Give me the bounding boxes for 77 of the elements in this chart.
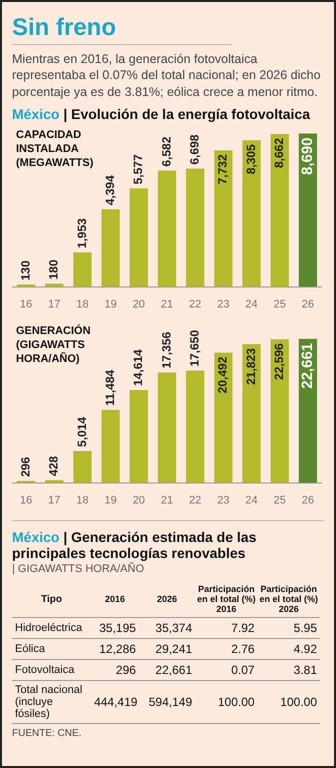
data-label: 12,286 <box>91 638 139 660</box>
data-label: 2.76 <box>195 638 258 660</box>
data-label: 428 <box>46 456 61 476</box>
data-label: 6,582 <box>159 136 174 167</box>
data-label: 5,014 <box>74 416 89 447</box>
chart-title: México | Generación estimada de las principales tecnologías renovables <box>12 528 256 561</box>
text: México | Evolución de la energía fotovoltaica <box>12 106 310 122</box>
x-tick-label: 18 <box>76 494 89 506</box>
data-label: 296 <box>18 456 32 477</box>
data-label: 100.00 <box>195 680 258 724</box>
x-tick-label: 16 <box>20 298 32 310</box>
x-tick-label: 17 <box>48 494 60 506</box>
data-label: 100.00 <box>258 680 320 724</box>
data-label: 7.92 <box>195 618 258 639</box>
data-label: 5.95 <box>258 618 320 639</box>
x-tick-label: 26 <box>302 494 314 506</box>
x-tick-label: 20 <box>132 298 145 310</box>
x-tick-label: 18 <box>76 298 89 310</box>
data-label: 22,661 <box>299 342 316 389</box>
data-label: 130 <box>18 260 32 280</box>
x-tick-label: 22 <box>189 494 202 506</box>
x-tick-label: 23 <box>217 298 230 310</box>
data-label: 17,650 <box>187 330 202 367</box>
data-label: 5,577 <box>131 154 146 184</box>
data-label: 17,356 <box>159 331 174 368</box>
source-note: FUENTE: CNE. <box>12 728 82 740</box>
x-tick-label: 25 <box>274 298 286 310</box>
x-tick-label: 2016 <box>91 581 139 618</box>
y-tick-label: Eólica <box>12 638 92 660</box>
data-label: 594,149 <box>138 680 196 724</box>
data-label: 4,394 <box>102 174 117 206</box>
x-tick-label: 21 <box>160 298 174 310</box>
x-tick-label: 24 <box>245 494 258 506</box>
data-label: 444,419 <box>91 680 139 724</box>
x-tick-label: 19 <box>104 494 117 506</box>
data-label: 7,732 <box>216 154 230 184</box>
y-tick-label: Hidroeléctrica <box>12 618 92 639</box>
data-label: 8,305 <box>244 144 258 174</box>
data-label: 35,374 <box>138 618 196 639</box>
data-label: 3.81 <box>258 660 320 681</box>
chart-subtitle: Mientras en 2016, la generación fotovoltaica representaba el 0.07% del total nacional; en 2026 dicho porcentaje ya es de 3.81%; eólica crece a menor ritmo. <box>12 51 322 100</box>
x-tick-label: 17 <box>48 298 60 310</box>
data-label: 11,484 <box>102 369 117 406</box>
x-tick-label: 23 <box>217 494 230 506</box>
data-label: 22,661 <box>138 660 196 681</box>
data-label: 0.07 <box>195 660 258 681</box>
data-label: 22,596 <box>272 342 286 380</box>
data-label: 8,690 <box>299 137 316 175</box>
x-tick-label: 16 <box>20 494 32 506</box>
y-tick-label: Fotovoltaica <box>12 660 92 681</box>
chart-subtitle: | GIGAWATTS HORA/AÑO <box>12 563 146 576</box>
x-tick-label: 25 <box>274 494 286 506</box>
x-tick-label: 19 <box>104 298 117 310</box>
y-axis-title: GENERACIÓN (GIGAWATTS HORA/AÑO) <box>16 324 91 366</box>
x-tick-label: 22 <box>189 298 202 310</box>
data-label: 14,614 <box>131 348 146 386</box>
x-tick-label: 2026 <box>138 581 196 618</box>
x-tick-label: Participación en el total (%) 2016 <box>195 581 258 618</box>
x-tick-label: 21 <box>160 494 174 506</box>
data-label: 6,698 <box>187 134 202 164</box>
x-tick-label: 26 <box>302 298 314 310</box>
x-tick-label: 24 <box>245 298 258 310</box>
data-label: 35,195 <box>91 618 139 639</box>
x-tick-label: 20 <box>132 494 145 506</box>
y-tick-label: Total nacional (incluye fósiles) <box>12 680 92 724</box>
chart-title: Sin freno <box>12 14 232 45</box>
x-tick-label: Participación en el total (%) 2026 <box>258 581 320 618</box>
y-axis-title: Tipo <box>12 581 92 618</box>
data-label: 296 <box>91 660 139 681</box>
data-label: 4.92 <box>258 638 320 660</box>
y-axis-title: CAPACIDAD INSTALADA (MEGAWATTS) <box>16 128 94 170</box>
data-label: 180 <box>46 259 61 280</box>
data-label: 1,953 <box>74 218 89 248</box>
data-label: 8,662 <box>272 137 286 168</box>
data-label: 21,823 <box>244 348 258 385</box>
data-label: 20,492 <box>216 356 230 394</box>
data-label: 29,241 <box>138 638 196 660</box>
